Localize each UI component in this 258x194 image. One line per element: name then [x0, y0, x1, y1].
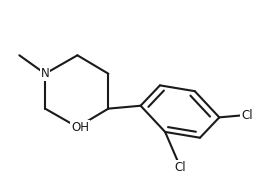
Text: Cl: Cl	[241, 109, 253, 122]
Text: OH: OH	[71, 120, 89, 134]
Text: N: N	[41, 67, 50, 80]
Text: Cl: Cl	[175, 161, 187, 174]
